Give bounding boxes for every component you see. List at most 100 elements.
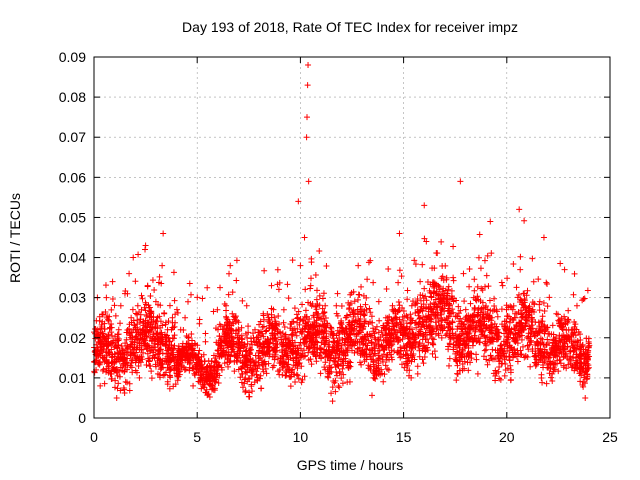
data-point — [367, 366, 374, 373]
data-point — [356, 291, 363, 298]
data-point — [488, 328, 495, 335]
data-point — [323, 324, 330, 331]
data-point — [358, 283, 365, 290]
data-point — [557, 260, 564, 267]
data-point — [163, 369, 170, 376]
data-point — [239, 384, 246, 391]
data-point — [513, 321, 520, 328]
data-point — [217, 284, 224, 291]
data-point — [484, 252, 491, 259]
data-point — [400, 324, 407, 331]
data-point — [544, 324, 551, 331]
data-point — [268, 282, 275, 289]
data-point — [138, 292, 145, 299]
y-tick-label: 0.08 — [59, 89, 86, 105]
data-point — [225, 291, 232, 298]
data-point — [457, 367, 464, 374]
data-point — [513, 284, 520, 291]
data-point — [364, 342, 371, 349]
data-point — [298, 379, 305, 386]
data-point — [324, 320, 331, 327]
data-point — [206, 378, 213, 385]
data-point — [384, 365, 391, 372]
data-point — [265, 360, 272, 367]
data-point — [454, 370, 461, 377]
data-point — [388, 316, 395, 323]
data-point — [503, 353, 510, 360]
data-point — [126, 321, 133, 328]
data-point — [245, 323, 252, 330]
data-point — [439, 288, 446, 295]
data-point — [372, 326, 379, 333]
data-point — [244, 369, 251, 376]
data-point — [135, 251, 142, 258]
data-point — [299, 350, 306, 357]
data-point — [546, 370, 553, 377]
data-point — [401, 313, 408, 320]
data-point — [295, 308, 302, 315]
data-point — [129, 338, 136, 345]
data-point — [557, 346, 564, 353]
data-point — [210, 308, 217, 315]
data-point — [484, 361, 491, 368]
data-point — [460, 270, 467, 277]
data-point — [342, 324, 349, 331]
data-point — [500, 350, 507, 357]
data-point — [256, 362, 263, 369]
data-point — [356, 339, 363, 346]
data-point — [281, 350, 288, 357]
data-point — [228, 336, 235, 343]
data-point — [238, 335, 245, 342]
data-point — [545, 330, 552, 337]
data-point — [145, 319, 152, 326]
data-point — [416, 353, 423, 360]
data-point — [314, 314, 321, 321]
data-point — [489, 334, 496, 341]
data-point — [439, 263, 446, 270]
data-point — [491, 306, 498, 313]
data-point — [528, 337, 535, 344]
data-point — [305, 299, 312, 306]
data-point — [371, 350, 378, 357]
data-point — [354, 306, 361, 313]
data-point — [580, 296, 587, 303]
data-point — [478, 285, 485, 292]
data-point — [348, 327, 355, 334]
data-point — [341, 350, 348, 357]
data-point — [518, 297, 525, 304]
data-point — [210, 352, 217, 359]
data-point — [421, 285, 428, 292]
data-point — [293, 371, 300, 378]
data-point — [418, 303, 425, 310]
data-point — [483, 314, 490, 321]
data-point — [339, 329, 346, 336]
data-point — [483, 303, 490, 310]
data-point — [365, 321, 372, 328]
data-point — [414, 308, 421, 315]
data-point — [507, 303, 514, 310]
data-point — [475, 305, 482, 312]
data-point — [569, 354, 576, 361]
data-point — [131, 322, 138, 329]
data-point — [476, 339, 483, 346]
data-point — [545, 340, 552, 347]
data-point — [285, 335, 292, 342]
data-point — [522, 353, 529, 360]
data-point — [137, 316, 144, 323]
data-point — [323, 333, 330, 340]
data-point — [300, 353, 307, 360]
data-point — [518, 351, 525, 358]
data-point — [481, 283, 488, 290]
data-point — [403, 344, 410, 351]
data-point — [147, 328, 154, 335]
data-point — [227, 353, 234, 360]
data-point — [249, 388, 256, 395]
data-point — [367, 309, 374, 316]
data-point — [96, 361, 103, 368]
data-point — [127, 334, 134, 341]
data-point — [326, 338, 333, 345]
data-point — [238, 324, 245, 331]
data-point — [531, 353, 538, 360]
data-point — [382, 362, 389, 369]
data-point — [304, 114, 311, 121]
